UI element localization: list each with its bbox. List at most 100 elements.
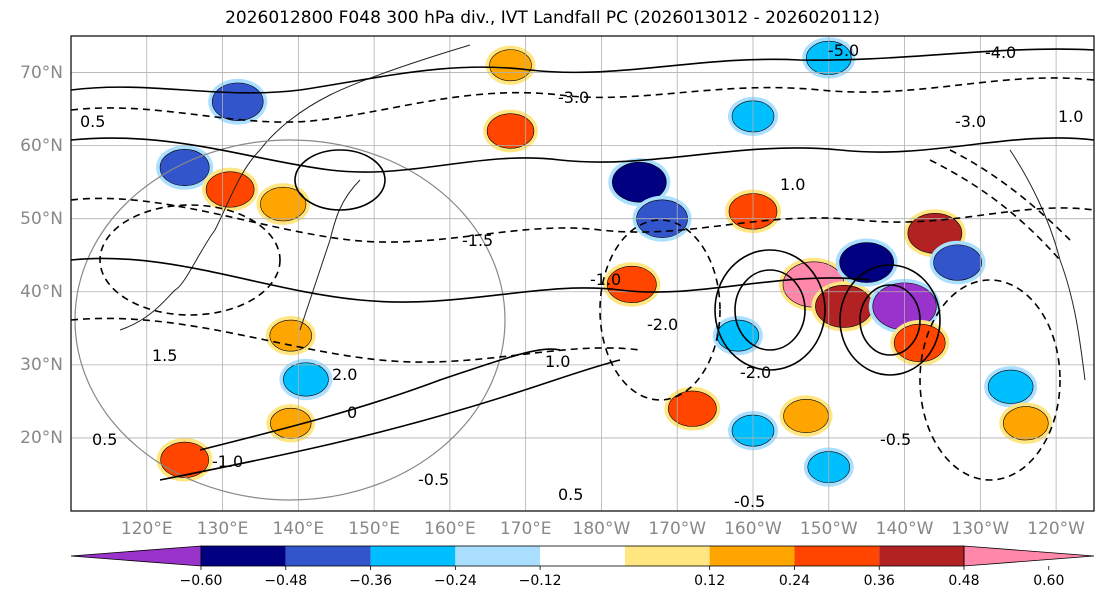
longitude-labels: 120°E 130°E 140°E 150°E 160°E 170°E 180°W 170°W… [121, 519, 1085, 539]
colorbar-extension-high [963, 545, 1095, 567]
contour-line [71, 48, 1094, 94]
contour-line [859, 284, 921, 356]
ivt-contours [71, 48, 1094, 481]
lon-label: 120°E [121, 519, 173, 539]
contour-label: -0.5 [734, 492, 765, 511]
map-title: 2026012800 F048 300 hPa div., IVT Landfa… [225, 8, 880, 28]
divergence-cell [839, 242, 894, 283]
divergence-cell [987, 369, 1034, 404]
lon-label: 140°W [876, 519, 934, 539]
contour-label: 1.0 [1058, 107, 1083, 126]
contour-label: -2.0 [647, 315, 678, 334]
contour-line [99, 204, 281, 316]
contour-label: -0.5 [418, 470, 449, 489]
colorbar-tick-label: −0.24 [434, 573, 477, 589]
contour-line [71, 317, 641, 363]
colorbar-frame [200, 545, 965, 567]
colorbar-bin [540, 546, 625, 566]
contour-label: -1.0 [590, 270, 621, 289]
contour-line [734, 269, 806, 351]
lon-label: 120°W [1027, 519, 1085, 539]
contour-label: 1.0 [780, 175, 805, 194]
contour-label: 0 [347, 403, 357, 422]
divergence-cell [260, 186, 307, 222]
colorbar: −0.60 −0.48 −0.36 −0.24 −0.12 0.12 0.24 0.36 0.4… [70, 545, 1095, 589]
lon-label: 150°E [348, 519, 400, 539]
colorbar-extension-low [70, 545, 202, 567]
colorbar-tick-label: −0.48 [264, 573, 307, 589]
divergence-cell [283, 362, 329, 397]
colorbar-tick-label: 0.12 [694, 573, 725, 589]
lat-label: 70°N [20, 63, 63, 83]
colorbar-tick-label: −0.60 [180, 573, 223, 589]
colorbar-tick-label: 0.60 [1033, 573, 1064, 589]
contour-label: 0.5 [92, 430, 117, 449]
divergence-cell [933, 244, 982, 281]
contour-label: 1.0 [545, 352, 570, 371]
asia-coastline [119, 44, 471, 331]
colorbar-bin [285, 546, 371, 566]
contour-line [71, 197, 1094, 243]
japan-coastline [299, 179, 361, 331]
colorbar-bin [370, 546, 456, 566]
contour-label: -5.0 [828, 41, 859, 60]
lat-label: 40°N [20, 282, 63, 302]
contour-label: 2.0 [332, 365, 357, 384]
divergence-cell [486, 113, 535, 149]
colorbar-bin [709, 546, 795, 566]
contour-label: -3.0 [558, 88, 589, 107]
lat-label: 60°N [20, 136, 63, 156]
divergence-cell [270, 407, 312, 439]
contour-line [714, 249, 826, 371]
contour-line [599, 219, 721, 401]
coastlines [119, 44, 1086, 381]
colorbar-bin [455, 546, 541, 566]
contour-line [294, 149, 386, 211]
contour-labels: 0.5 -5.0 -3.0 -2.0 -1.0 -1.5 -0.5 1.0 1.… [80, 41, 1083, 511]
divergence-cell [489, 49, 532, 82]
contour-line [929, 159, 1061, 261]
contour-line [919, 279, 1061, 481]
divergence-cell [1003, 406, 1049, 441]
colorbar-tick-label: −0.12 [519, 573, 562, 589]
contour-line [199, 348, 561, 451]
divergence-cell [612, 161, 667, 203]
contour-line [159, 359, 621, 481]
divergence-cell [668, 390, 717, 427]
colorbar-tick-label: −0.36 [349, 573, 392, 589]
contour-line [949, 149, 1071, 241]
contour-label: 1.5 [152, 346, 177, 365]
lon-label: 170°E [500, 519, 552, 539]
contour-label: -1.5 [462, 231, 493, 250]
contour-label: -3.0 [955, 112, 986, 131]
contour-line [71, 137, 1094, 173]
divergence-cell [269, 319, 313, 352]
lat-label: 30°N [20, 355, 63, 375]
divergence-cell [159, 148, 210, 187]
lon-label: 140°E [272, 519, 324, 539]
divergence-cell [205, 171, 255, 208]
colorbar-bin [879, 546, 964, 566]
contour-label: 0.5 [558, 485, 583, 504]
lon-label: 130°E [197, 519, 249, 539]
divergence-cell [783, 398, 829, 433]
contour-label: -0.5 [880, 430, 911, 449]
america-coastline [1009, 149, 1086, 381]
lon-label: 180°W [573, 519, 631, 539]
contour-label: -2.0 [740, 363, 771, 382]
latitude-labels: 70°N 60°N 50°N 40°N 30°N 20°N [20, 63, 63, 448]
colorbar-bin [794, 546, 880, 566]
lon-label: 130°W [951, 519, 1009, 539]
colorbar-tick-label: 0.24 [779, 573, 810, 589]
colorbar-bin [624, 546, 710, 566]
divergence-cell [160, 441, 209, 478]
lat-label: 50°N [20, 209, 63, 229]
colorbar-tick-label: 0.48 [948, 573, 979, 589]
divergence-cell [606, 265, 657, 304]
contour-line [71, 257, 871, 303]
colorbar-tick-label: 0.36 [864, 573, 895, 589]
contour-line [839, 264, 941, 376]
lon-label: 170°W [648, 519, 706, 539]
lon-label: 150°W [800, 519, 858, 539]
